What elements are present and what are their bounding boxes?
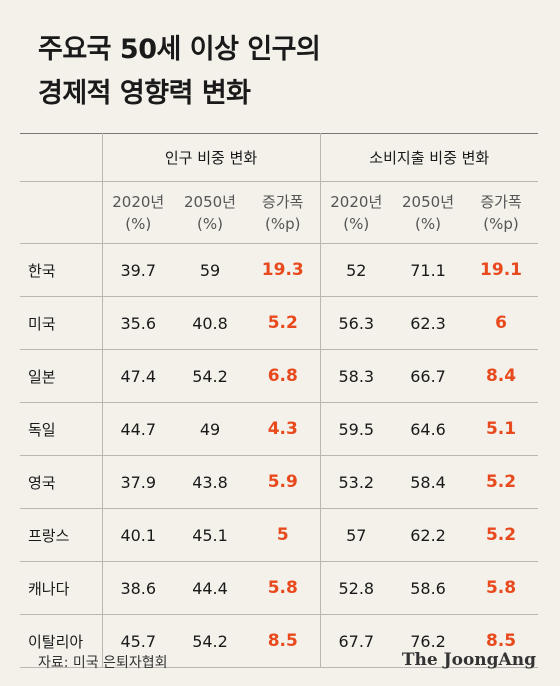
table-row: 독일 44.7 49 4.3 59.5 64.6 5.1 <box>20 402 539 456</box>
value-cell: 44.7 <box>102 402 174 456</box>
sub-header-unit: (%p) <box>483 214 519 233</box>
value-cell: 47.4 <box>102 349 174 403</box>
increase-cell: 6.8 <box>246 349 321 403</box>
sub-header-unit: (%) <box>197 214 223 233</box>
country-cell: 캐나다 <box>20 561 103 615</box>
title-line-2: 경제적 영향력 변화 <box>38 78 251 109</box>
data-table: 인구 비중 변화 소비지출 비중 변화 2020년 (%) 2050년 (%) 증가폭 (… <box>20 133 539 668</box>
sub-header-3: 2020년 (%) <box>320 181 393 244</box>
table-row: 일본 47.4 54.2 6.8 58.3 66.7 8.4 <box>20 349 539 403</box>
sub-header-5: 증가폭 (%p) <box>464 181 539 244</box>
value-cell: 62.3 <box>392 296 465 350</box>
value-cell: 40.8 <box>174 296 246 350</box>
country-cell: 이탈리아 <box>20 614 103 668</box>
value-cell: 37.9 <box>102 455 174 509</box>
increase-cell: 19.3 <box>246 243 321 297</box>
country-cell: 미국 <box>20 296 103 350</box>
value-cell: 76.2 <box>392 614 465 668</box>
sub-header-4: 2050년 (%) <box>392 181 465 244</box>
value-cell: 49 <box>174 402 246 456</box>
increase-cell: 8.5 <box>246 614 321 668</box>
country-cell: 독일 <box>20 402 103 456</box>
value-cell: 67.7 <box>320 614 393 668</box>
table-row: 미국 35.6 40.8 5.2 56.3 62.3 6 <box>20 296 539 350</box>
title-line-1: 주요국 50세 이상 인구의 <box>38 34 321 65</box>
value-cell: 52 <box>320 243 393 297</box>
group-header-row: 인구 비중 변화 소비지출 비중 변화 <box>20 133 539 182</box>
page-title: 주요국 50세 이상 인구의 경제적 영향력 변화 <box>38 28 321 116</box>
sub-header-label: 증가폭 <box>262 192 304 211</box>
increase-cell: 5.1 <box>464 402 539 456</box>
table-row: 이탈리아 45.7 54.2 8.5 67.7 76.2 8.5 <box>20 614 539 668</box>
value-cell: 64.6 <box>392 402 465 456</box>
value-cell: 71.1 <box>392 243 465 297</box>
value-cell: 54.2 <box>174 349 246 403</box>
table-row: 영국 37.9 43.8 5.9 53.2 58.4 5.2 <box>20 455 539 509</box>
table-row: 캐나다 38.6 44.4 5.8 52.8 58.6 5.8 <box>20 561 539 615</box>
value-cell: 59.5 <box>320 402 393 456</box>
sub-header-unit: (%) <box>415 214 441 233</box>
sub-header-label: 2020년 <box>330 192 383 211</box>
group-header-population: 인구 비중 변화 <box>102 133 321 182</box>
sub-header-unit: (%) <box>343 214 370 233</box>
sub-header-1: 2050년 (%) <box>174 181 246 244</box>
sub-header-label: 2050년 <box>184 192 236 211</box>
increase-cell: 5 <box>246 508 321 562</box>
increase-cell: 4.3 <box>246 402 321 456</box>
increase-cell: 19.1 <box>464 243 539 297</box>
sub-header-2: 증가폭 (%p) <box>246 181 321 244</box>
sub-header-unit: (%p) <box>265 214 301 233</box>
increase-cell: 8.5 <box>464 614 539 668</box>
corner-cell <box>20 133 103 182</box>
value-cell: 58.3 <box>320 349 393 403</box>
value-cell: 52.8 <box>320 561 393 615</box>
value-cell: 66.7 <box>392 349 465 403</box>
group-header-spending: 소비지출 비중 변화 <box>320 133 539 182</box>
table-row: 프랑스 40.1 45.1 5 57 62.2 5.2 <box>20 508 539 562</box>
country-cell: 일본 <box>20 349 103 403</box>
sub-header-label: 증가폭 <box>480 192 522 211</box>
increase-cell: 5.8 <box>464 561 539 615</box>
sub-header-row: 2020년 (%) 2050년 (%) 증가폭 (%p) 2020년 (%) 2050년 (%) 증… <box>20 181 539 244</box>
country-cell: 한국 <box>20 243 103 297</box>
increase-cell: 6 <box>464 296 539 350</box>
corner-cell-sub <box>20 181 103 244</box>
value-cell: 54.2 <box>174 614 246 668</box>
increase-cell: 8.4 <box>464 349 539 403</box>
table-row: 한국 39.7 59 19.3 52 71.1 19.1 <box>20 243 539 297</box>
sub-header-label: 2050년 <box>402 192 454 211</box>
value-cell: 39.7 <box>102 243 174 297</box>
value-cell: 45.7 <box>102 614 174 668</box>
value-cell: 57 <box>320 508 393 562</box>
value-cell: 44.4 <box>174 561 246 615</box>
value-cell: 59 <box>174 243 246 297</box>
value-cell: 53.2 <box>320 455 393 509</box>
value-cell: 62.2 <box>392 508 465 562</box>
value-cell: 56.3 <box>320 296 393 350</box>
sub-header-label: 2020년 <box>112 192 165 211</box>
table-body: 한국 39.7 59 19.3 52 71.1 19.1 미국 35.6 40.8 5.2 56.3 6… <box>20 243 539 668</box>
country-cell: 프랑스 <box>20 508 103 562</box>
value-cell: 38.6 <box>102 561 174 615</box>
increase-cell: 5.2 <box>464 455 539 509</box>
increase-cell: 5.2 <box>464 508 539 562</box>
value-cell: 43.8 <box>174 455 246 509</box>
value-cell: 45.1 <box>174 508 246 562</box>
country-cell: 영국 <box>20 455 103 509</box>
increase-cell: 5.9 <box>246 455 321 509</box>
value-cell: 58.4 <box>392 455 465 509</box>
increase-cell: 5.2 <box>246 296 321 350</box>
increase-cell: 5.8 <box>246 561 321 615</box>
sub-header-unit: (%) <box>125 214 152 233</box>
value-cell: 58.6 <box>392 561 465 615</box>
brand-logo: The JoongAng <box>401 650 536 670</box>
source-note: 자료: 미국 은퇴자협회 <box>38 655 168 671</box>
value-cell: 40.1 <box>102 508 174 562</box>
value-cell: 35.6 <box>102 296 174 350</box>
sub-header-0: 2020년 (%) <box>102 181 174 244</box>
